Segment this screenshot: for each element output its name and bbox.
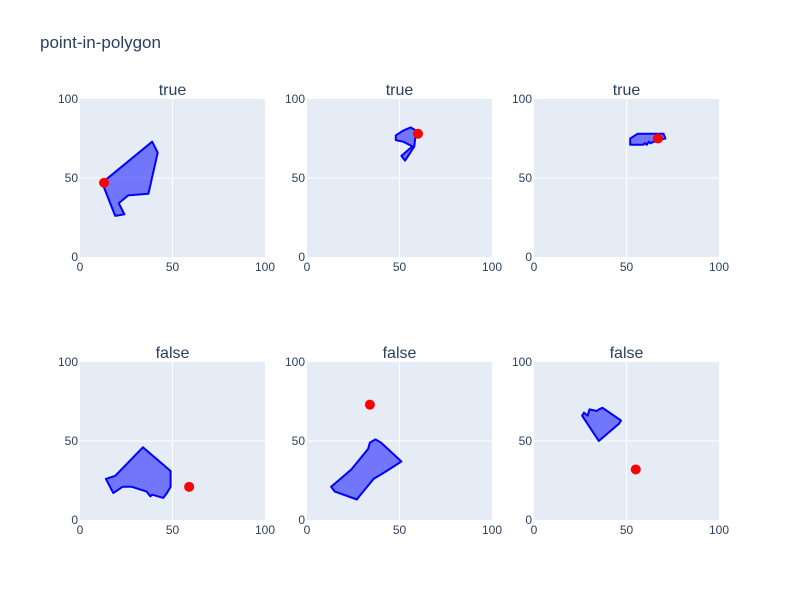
- y-tick-label: 50: [292, 434, 306, 448]
- y-tick-label: 100: [58, 355, 78, 369]
- y-tick-label: 50: [519, 171, 533, 185]
- x-tick-label: 50: [166, 260, 180, 274]
- x-tick-label: 0: [304, 523, 311, 537]
- y-tick-label: 0: [298, 513, 305, 527]
- subplot-2: 0 50 100 0 50 100 true: [285, 82, 502, 274]
- y-tick-label: 50: [292, 171, 306, 185]
- y-tick-label: 50: [65, 171, 79, 185]
- x-tick-label: 50: [393, 523, 407, 537]
- polygon-shape: [394, 126, 418, 162]
- polygon-shape: [104, 446, 172, 499]
- x-tick-label: 50: [393, 260, 407, 274]
- x-tick-label: 0: [77, 523, 84, 537]
- x-tick-label: 0: [304, 260, 311, 274]
- y-tick-label: 100: [512, 355, 532, 369]
- y-tick-label: 50: [65, 434, 79, 448]
- subplot-title: false: [610, 345, 644, 362]
- x-tick-label: 100: [255, 260, 275, 274]
- subplot-title: false: [156, 345, 190, 362]
- x-tick-label: 50: [620, 523, 634, 537]
- test-point: [630, 464, 641, 475]
- subplot-title: true: [386, 82, 414, 99]
- x-tick-label: 100: [709, 523, 729, 537]
- x-tick-label: 100: [482, 260, 502, 274]
- test-point: [413, 128, 423, 139]
- y-tick-label: 0: [71, 513, 78, 527]
- x-tick-label: 100: [255, 523, 275, 537]
- subplot-title: false: [383, 345, 417, 362]
- figure-title: point-in-polygon: [40, 33, 161, 52]
- subplot-6: 0 50 100 0 50 100 false: [512, 345, 729, 537]
- subplot-title: true: [159, 82, 187, 99]
- y-tick-label: 0: [525, 250, 532, 264]
- polygon-shape: [103, 140, 159, 217]
- y-tick-label: 100: [285, 355, 305, 369]
- polygon-shape: [581, 406, 622, 442]
- x-tick-label: 50: [166, 523, 180, 537]
- x-tick-label: 50: [620, 260, 634, 274]
- subplot-1: 0 50 100 0 50 100 true: [58, 82, 275, 274]
- y-tick-label: 100: [58, 92, 78, 106]
- y-tick-label: 0: [71, 250, 78, 264]
- subplot-4: 0 50 100 0 50 100 false: [58, 345, 275, 537]
- subplot-5: 0 50 100 0 50 100 false: [285, 345, 502, 537]
- x-tick-label: 0: [531, 260, 538, 274]
- polygon-shape: [330, 438, 403, 501]
- subplot-title: true: [613, 82, 641, 99]
- test-point: [184, 481, 195, 492]
- test-point: [99, 177, 110, 188]
- x-tick-label: 0: [531, 523, 538, 537]
- x-tick-label: 100: [482, 523, 502, 537]
- subplot-3: 0 50 100 0 50 100 true: [512, 82, 729, 274]
- y-tick-label: 50: [519, 434, 533, 448]
- y-tick-label: 0: [525, 513, 532, 527]
- y-tick-label: 100: [512, 92, 532, 106]
- x-tick-label: 0: [77, 260, 84, 274]
- test-point: [364, 399, 375, 410]
- test-point: [652, 133, 663, 144]
- x-tick-label: 100: [709, 260, 729, 274]
- y-tick-label: 0: [298, 250, 305, 264]
- y-tick-label: 100: [285, 92, 305, 106]
